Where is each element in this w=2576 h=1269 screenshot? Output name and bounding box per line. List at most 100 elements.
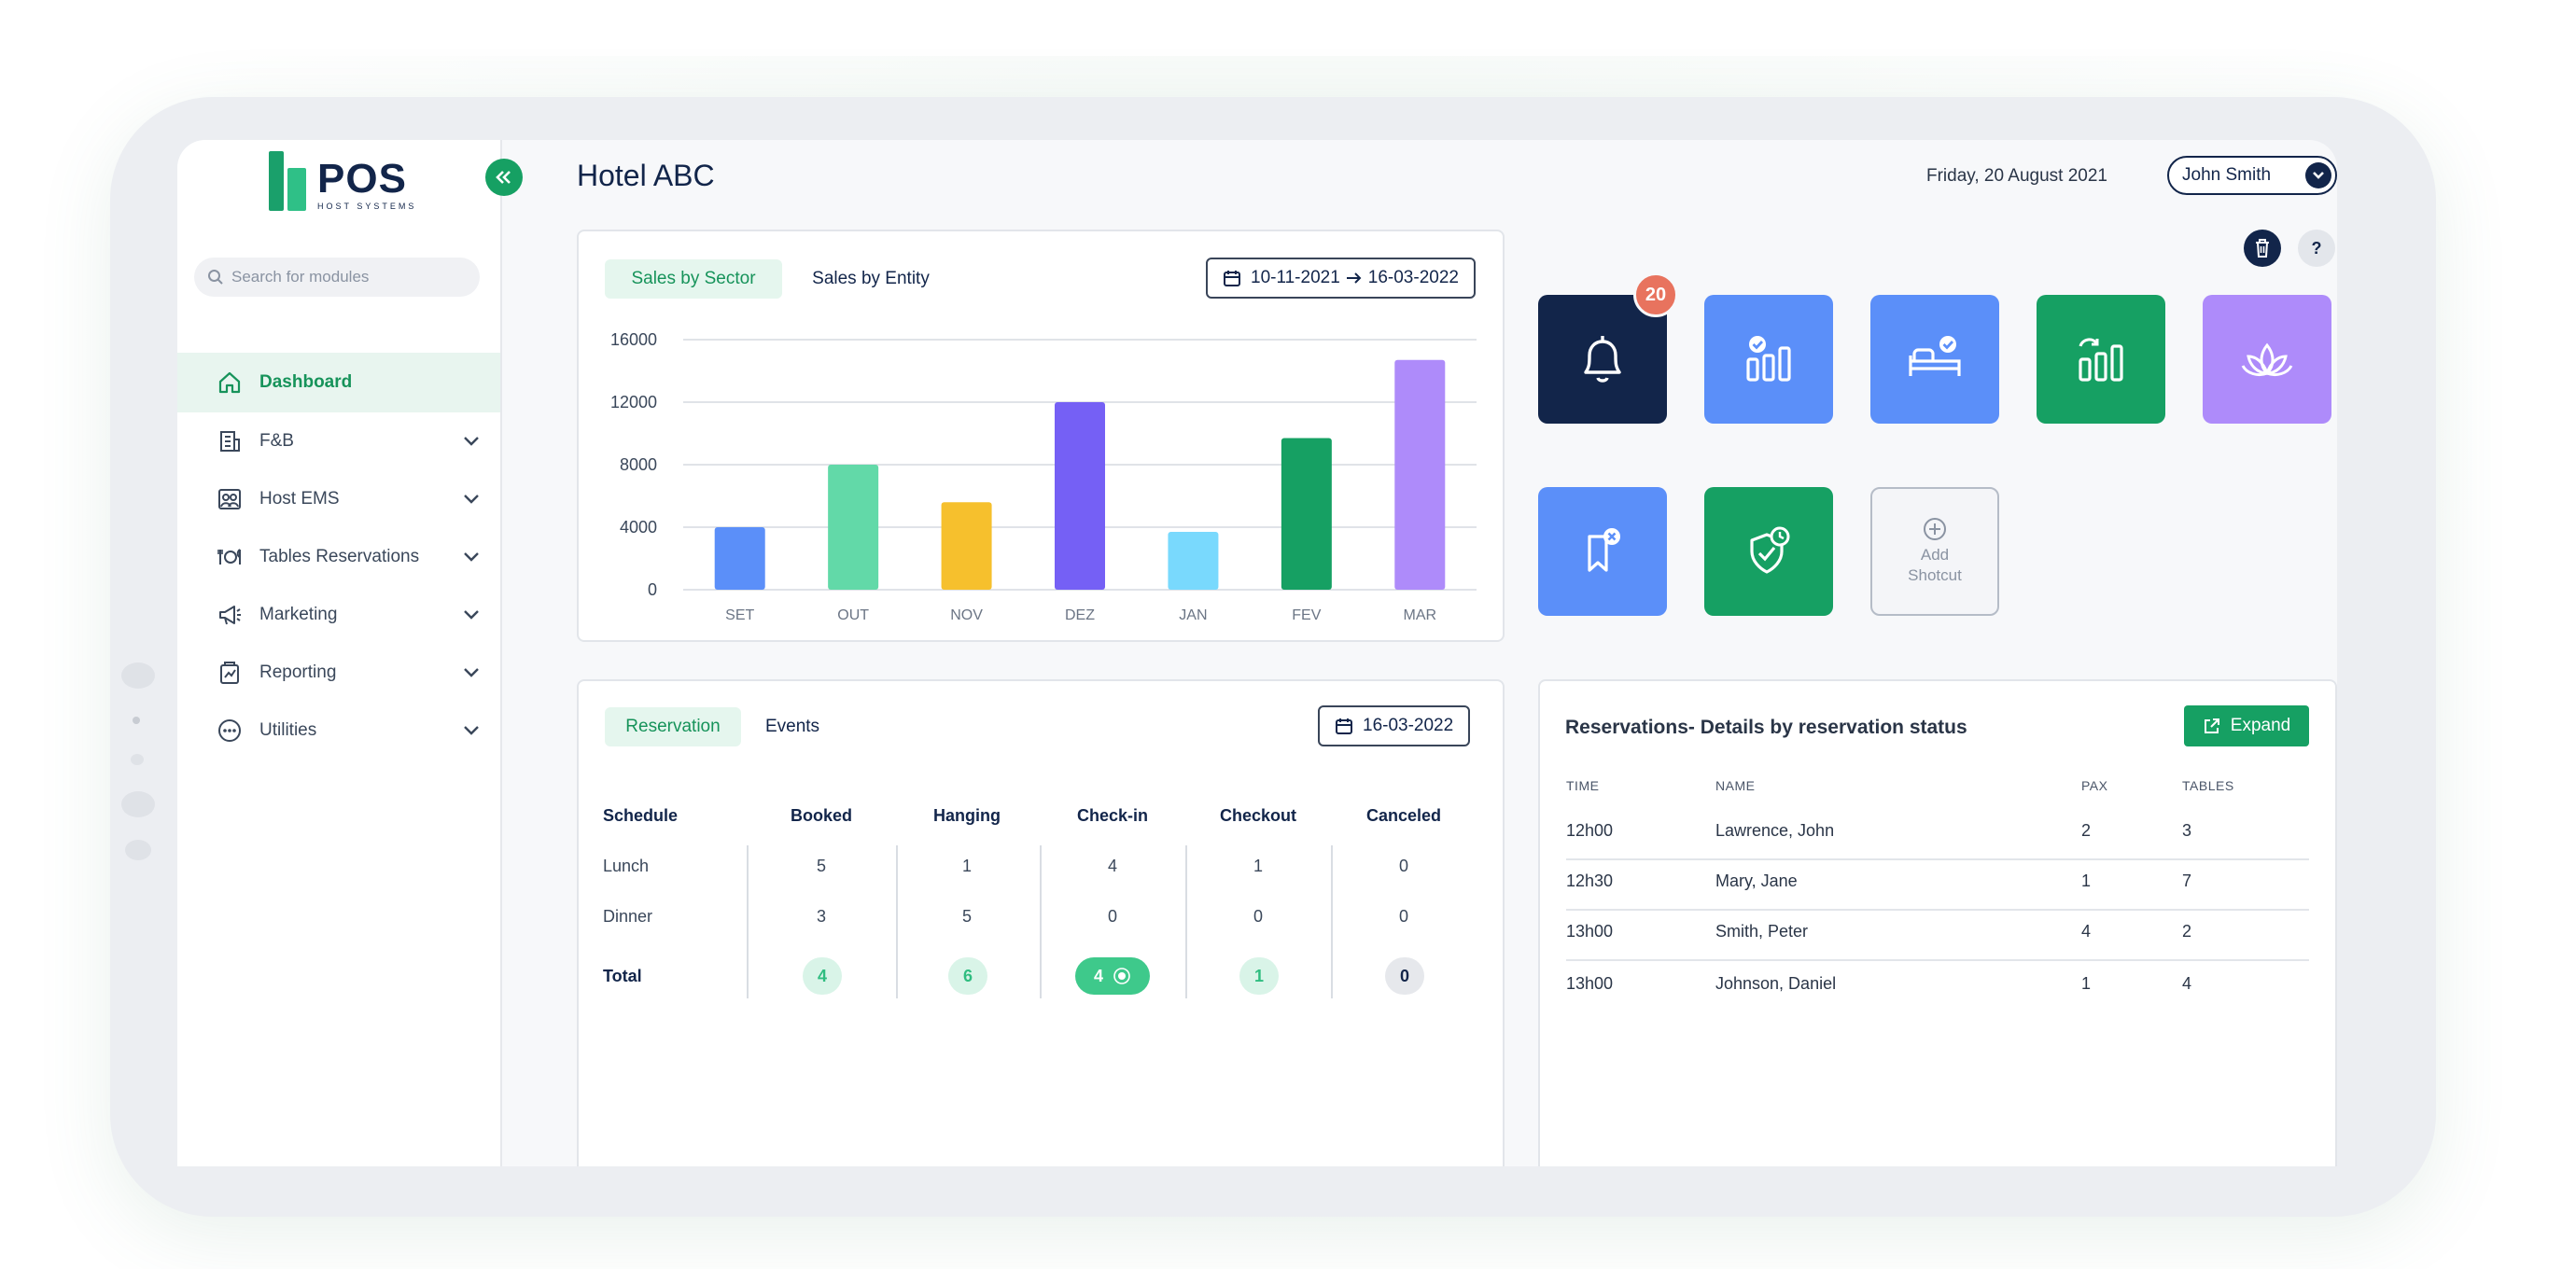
row-label-dinner: Dinner [603,907,653,926]
shortcut-chart-refresh[interactable] [2037,295,2165,424]
cell-lunch-checkout: 1 [1253,857,1263,875]
double-chevron-left-icon [496,171,511,184]
collapse-sidebar-button[interactable] [485,159,523,196]
delete-shortcut-button[interactable] [2244,230,2281,267]
add-shortcut-label-2: Shotcut [1908,566,1962,584]
row-divider [1566,909,2309,911]
trash-icon [2256,239,2269,258]
users-icon [215,484,245,514]
y-tick-label: 8000 [620,455,657,474]
row4-name: Johnson, Daniel [1715,974,1837,993]
sidebar-item-label: F&B [259,431,294,451]
chart-check-icon [1746,336,1791,382]
logo-tagline: HOST SYSTEMS [317,202,417,211]
total-booked-pill[interactable]: 4 [803,957,842,995]
date-to: 16-03-2022 [1367,268,1459,287]
cell-dinner-canceled: 0 [1398,907,1408,926]
user-name: John Smith [2182,165,2272,185]
megaphone-icon [215,600,245,630]
shortcut-shield-clock[interactable] [1704,487,1833,616]
bar-mar[interactable] [1394,359,1446,590]
bar-jan[interactable] [1168,532,1219,590]
bar-set[interactable] [714,527,765,590]
x-tick-label: SET [725,607,754,623]
x-tick-label: NOV [950,607,983,623]
sidebar-item-label: Tables Reservations [259,547,420,566]
search-input[interactable] [231,268,455,286]
sidebar-item-label: Dashboard [259,372,353,392]
module-search[interactable] [194,258,480,297]
app-screen: POS HOST SYSTEMS Dashboard F&B Host EMS [177,140,2337,1166]
row-divider [1566,858,2309,860]
tab-events[interactable]: Events [764,717,820,736]
bar-nov[interactable] [941,502,992,590]
report-icon [215,658,245,688]
reservation-date-picker[interactable]: 16-03-2022 [1318,705,1471,746]
shortcut-bed-check[interactable] [1870,295,1999,424]
column-header-canceled: Canceled [1365,806,1442,825]
y-tick-label: 12000 [610,393,657,411]
y-tick-label: 4000 [620,518,657,537]
bookmark-x-icon [1588,528,1620,572]
chevron-down-icon [464,552,479,562]
cell-dinner-hanging: 5 [961,907,972,926]
chevron-down-icon [464,495,479,504]
row1-name: Lawrence, John [1715,821,1835,840]
building-icon [215,426,245,456]
page-title: Hotel ABC [577,159,715,192]
user-dropdown[interactable]: John Smith [2167,156,2337,195]
column-header-schedule: Schedule [603,806,679,825]
reservation-details-card [1538,679,2337,1166]
total-hanging-pill[interactable]: 6 [948,957,987,995]
home-icon [215,368,245,397]
sidebar-item-host-ems[interactable]: Host EMS [177,470,500,528]
bar-dez[interactable] [1055,402,1105,590]
shortcut-notifications[interactable] [1538,295,1667,424]
bar-fev[interactable] [1281,438,1332,590]
total-checkout-pill[interactable]: 1 [1239,957,1279,995]
bar-out[interactable] [828,465,879,590]
external-link-icon [2204,718,2219,733]
cell-lunch-canceled: 0 [1398,857,1408,875]
sidebar: POS HOST SYSTEMS Dashboard F&B Host EMS [177,140,502,1166]
help-button[interactable]: ? [2298,230,2335,267]
sidebar-item-utilities[interactable]: Utilities [177,702,500,760]
tab-sales-by-entity[interactable]: Sales by Entity [812,269,930,288]
column-header-name: NAME [1715,778,1756,793]
tab-sales-by-sector[interactable]: Sales by Sector [605,259,782,299]
shortcut-wellness[interactable] [2203,295,2331,424]
column-divider [1040,845,1042,998]
chevron-down-icon [464,610,479,620]
sidebar-item-label: Reporting [259,662,337,682]
sensor-dot [131,754,144,765]
shortcut-bookmark-cancel[interactable] [1538,487,1667,616]
logo-title: POS [317,156,407,202]
sidebar-item-dashboard[interactable]: Dashboard [177,353,500,412]
total-canceled-pill[interactable]: 0 [1385,957,1424,995]
expand-button[interactable]: Expand [2184,705,2309,746]
sidebar-item-fb[interactable]: F&B [177,412,500,470]
add-shortcut-button[interactable]: Add Shotcut [1870,487,1999,616]
sidebar-item-label: Utilities [259,720,317,740]
row3-pax: 4 [2081,922,2092,941]
row2-time: 12h30 [1566,872,1614,890]
total-checkin-pill[interactable]: 4 [1075,957,1150,995]
sidebar-item-marketing[interactable]: Marketing [177,586,500,644]
button-dot [125,840,151,860]
sales-card: Sales by Sector Sales by Entity 10-11-20… [577,230,1505,642]
more-icon [215,716,245,746]
column-divider [747,845,749,998]
tab-reservation[interactable]: Reservation [605,707,741,746]
date-range-picker[interactable]: 10-11-2021 16-03-2022 [1206,258,1476,299]
sidebar-item-reporting[interactable]: Reporting [177,644,500,702]
x-tick-label: JAN [1179,607,1207,623]
column-header-time: TIME [1566,778,1600,793]
shortcut-chart-check[interactable] [1704,295,1833,424]
calendar-icon [1224,271,1240,286]
column-header-checkout: Checkout [1219,806,1296,825]
search-icon [208,270,223,285]
sidebar-item-tables-reservations[interactable]: Tables Reservations [177,528,500,586]
details-title: Reservations- Details by reservation sta… [1565,717,1967,738]
cell-lunch-booked: 5 [816,857,826,875]
row1-pax: 2 [2081,821,2092,840]
